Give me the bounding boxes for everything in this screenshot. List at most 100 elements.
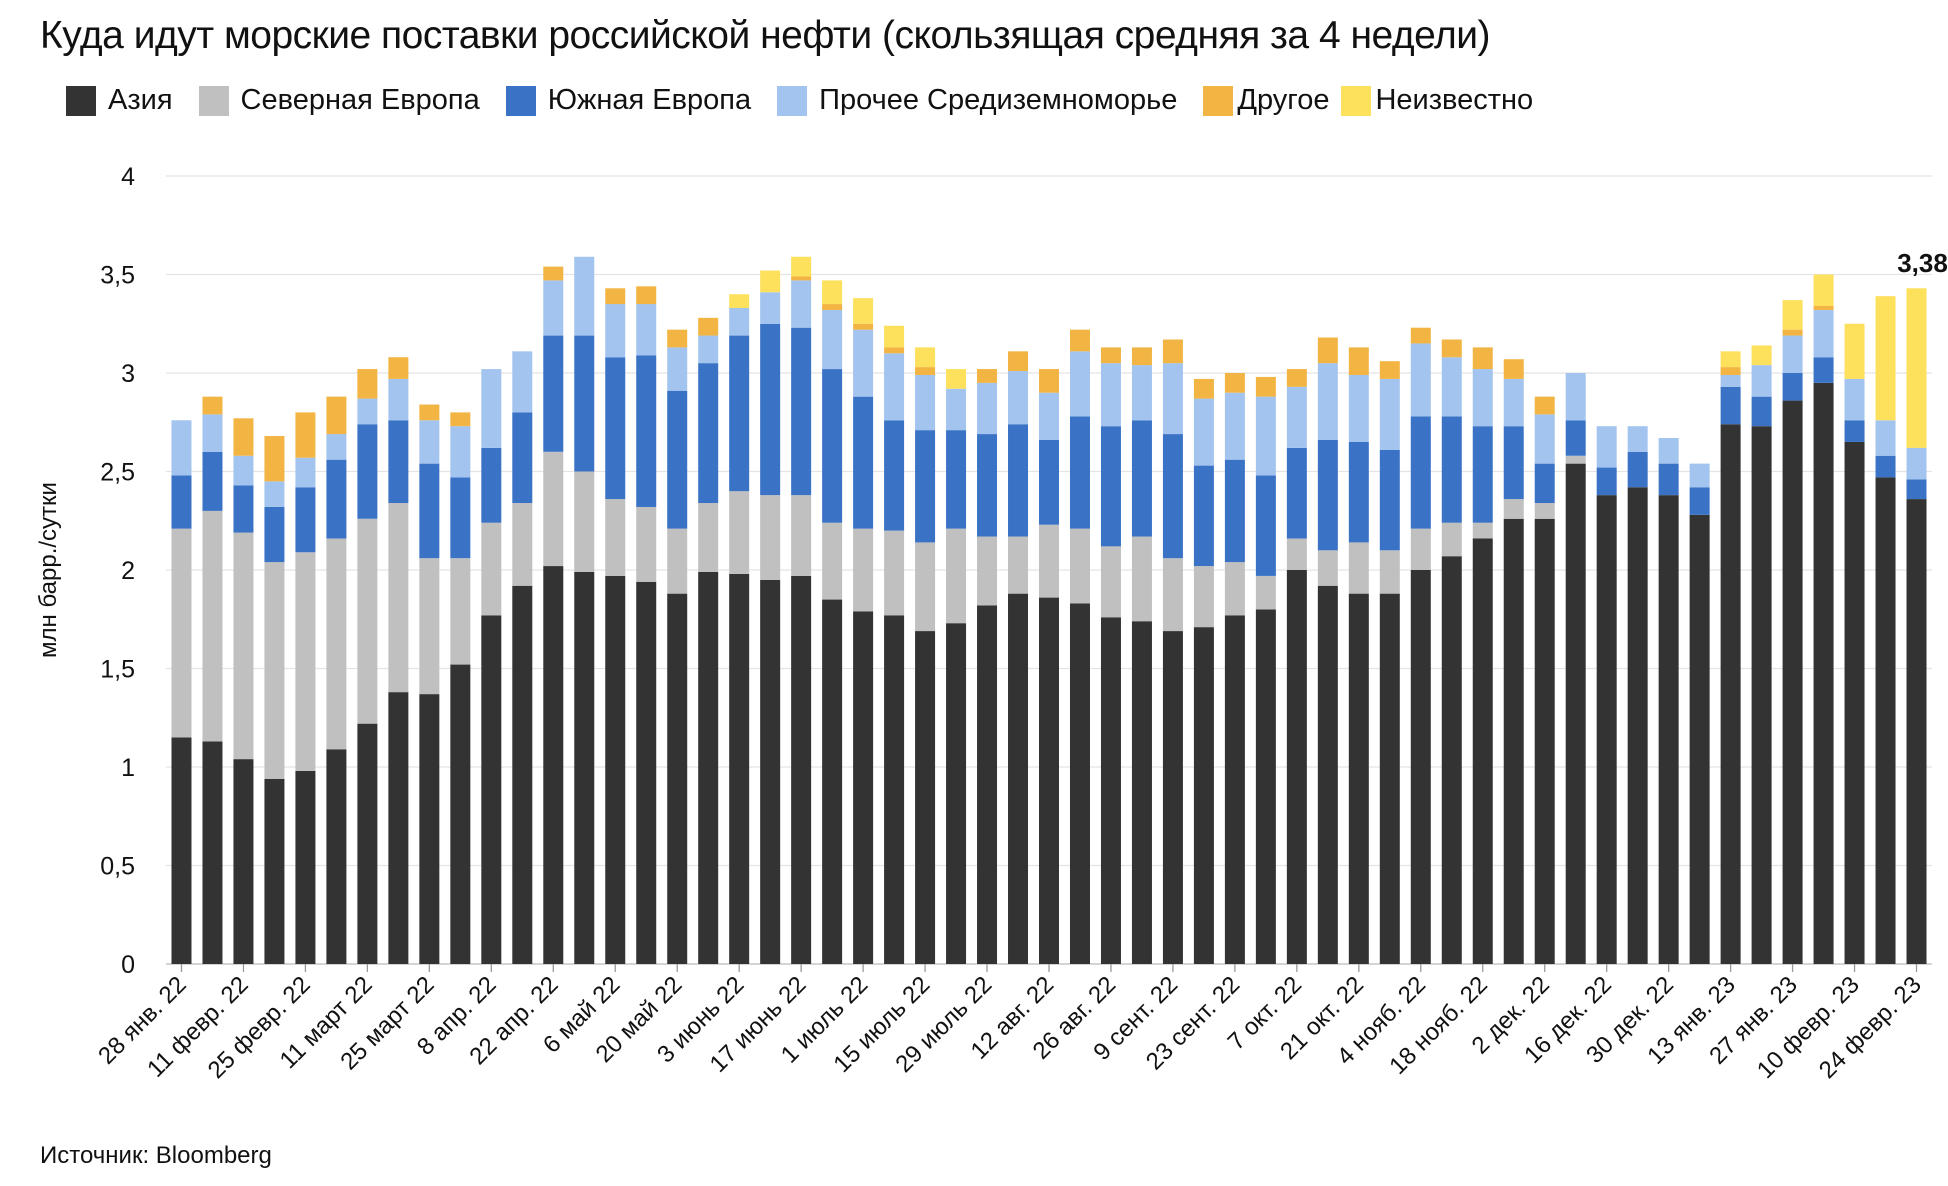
bar-segment-asia bbox=[636, 581, 657, 964]
bar-segment-other-med bbox=[1534, 414, 1555, 464]
bar-segment-other bbox=[1069, 329, 1090, 352]
bar-segment-other-med bbox=[1689, 463, 1710, 488]
legend-item-asia: Азия bbox=[66, 84, 173, 117]
bar-segment-north-europe bbox=[202, 510, 223, 742]
bar-segment-other-med bbox=[1658, 438, 1679, 464]
bar-segment-other-med bbox=[1875, 420, 1896, 456]
bar-segment-asia bbox=[357, 723, 378, 964]
bar-segment-north-europe bbox=[791, 495, 812, 576]
bar-segment-other bbox=[1534, 396, 1555, 415]
bar-segment-asia bbox=[1286, 570, 1307, 964]
bar-segment-south-europe bbox=[946, 430, 967, 529]
bar-segment-south-europe bbox=[1720, 386, 1741, 425]
bar-segment-north-europe bbox=[1565, 455, 1586, 464]
bar-segment-asia bbox=[1441, 556, 1462, 964]
bar-segment-south-europe bbox=[295, 487, 316, 553]
legend-label: Другое bbox=[1237, 84, 1330, 116]
bar-segment-asia bbox=[1565, 463, 1586, 964]
bar-segment-unknown bbox=[1875, 296, 1896, 421]
bar-segment-north-europe bbox=[1441, 522, 1462, 557]
bar-segment-other bbox=[202, 396, 223, 415]
bar-segment-asia bbox=[1596, 495, 1617, 964]
bar-segment-other bbox=[1008, 351, 1029, 372]
bar-segment-north-europe bbox=[419, 558, 440, 695]
bar-segment-south-europe bbox=[1782, 373, 1803, 401]
bar-segment-north-europe bbox=[264, 562, 285, 779]
bar-segment-south-europe bbox=[915, 430, 936, 543]
bar-segment-unknown bbox=[1844, 323, 1865, 379]
legend-item-unknown: Неизвестно bbox=[1341, 84, 1533, 117]
bar-segment-asia bbox=[1317, 585, 1338, 964]
bar-segment-asia bbox=[1751, 426, 1772, 964]
bar-segment-other-med bbox=[450, 426, 471, 478]
bar-segment-unknown bbox=[729, 294, 750, 308]
bar-segment-south-europe bbox=[171, 475, 192, 529]
bar-segment-south-europe bbox=[1039, 439, 1059, 525]
bar-segment-other-med bbox=[977, 382, 998, 435]
legend: Азия Северная Европа Южная Европа Прочее… bbox=[66, 84, 1533, 117]
bar-segment-north-europe bbox=[1534, 503, 1555, 519]
bar-segment-other-med bbox=[388, 378, 409, 421]
bar-segment-north-europe bbox=[481, 522, 502, 616]
bar-segment-asia bbox=[512, 585, 533, 964]
y-tick-label: 4 bbox=[121, 163, 135, 191]
y-tick-label: 3,5 bbox=[100, 262, 135, 290]
bar-segment-other-med bbox=[357, 398, 378, 425]
bar-segment-other-med bbox=[326, 434, 347, 460]
legend-swatch-asia bbox=[66, 85, 96, 116]
bar-segment-north-europe bbox=[326, 538, 347, 750]
bar-segment-other bbox=[233, 418, 254, 456]
bar-segment-north-europe bbox=[1379, 550, 1400, 594]
bar-segment-asia bbox=[1162, 631, 1183, 964]
bar-segment-other bbox=[1039, 369, 1059, 393]
bar-segment-south-europe bbox=[853, 396, 874, 529]
legend-label: Прочее Средиземноморье bbox=[819, 84, 1178, 116]
bar-segment-other bbox=[264, 436, 285, 482]
bar-segment-other bbox=[357, 369, 378, 399]
bar-segment-south-europe bbox=[419, 463, 440, 559]
bar-segment-south-europe bbox=[822, 369, 843, 523]
bar-segment-other bbox=[1472, 347, 1493, 370]
bar-segment-asia bbox=[1534, 518, 1555, 964]
legend-swatch-south-europe bbox=[505, 85, 536, 116]
bar-segment-other-med bbox=[1039, 392, 1059, 440]
bar-segment-other bbox=[853, 323, 874, 330]
bar-segment-other bbox=[1317, 337, 1338, 364]
bar-segment-asia bbox=[1224, 615, 1245, 964]
bar-segment-other-med bbox=[667, 347, 688, 391]
bar-segment-south-europe bbox=[791, 327, 812, 496]
bar-segment-asia bbox=[729, 573, 750, 964]
bar-segment-south-europe bbox=[1224, 459, 1245, 563]
bar-segment-north-europe bbox=[512, 503, 533, 586]
bar-segment-south-europe bbox=[1410, 416, 1431, 529]
bar-segment-north-europe bbox=[946, 528, 967, 624]
bar-segment-unknown bbox=[1720, 351, 1741, 368]
bar-segment-other bbox=[1348, 347, 1369, 375]
bar-segment-unknown bbox=[946, 369, 967, 389]
bar-segment-other-med bbox=[729, 307, 750, 336]
bar-segment-south-europe bbox=[1875, 455, 1896, 478]
bar-segment-other bbox=[915, 367, 936, 375]
bar-segment-other-med bbox=[1379, 378, 1400, 450]
bar-segment-other bbox=[1224, 373, 1245, 393]
bar-segment-north-europe bbox=[1348, 542, 1369, 594]
bar-segment-north-europe bbox=[1472, 522, 1493, 539]
bar-segment-other-med bbox=[512, 351, 533, 413]
bar-segment-other bbox=[388, 357, 409, 379]
bar-segment-asia bbox=[946, 623, 967, 964]
bar-segment-south-europe bbox=[1689, 487, 1710, 515]
legend-swatch-north-europe bbox=[198, 85, 229, 116]
legend-item-north-europe: Северная Европа bbox=[198, 84, 480, 117]
bar-segment-south-europe bbox=[1565, 420, 1586, 456]
bar-segment-north-europe bbox=[884, 530, 905, 616]
bar-segment-asia bbox=[1658, 495, 1679, 964]
bar-segment-other bbox=[636, 286, 657, 305]
bar-segment-other-med bbox=[1441, 357, 1462, 417]
bar-segment-south-europe bbox=[698, 363, 719, 504]
bar-segment-south-europe bbox=[605, 357, 626, 500]
bar-segment-north-europe bbox=[1193, 566, 1214, 628]
bar-segment-other-med bbox=[1503, 378, 1524, 427]
bar-segment-asia bbox=[1069, 603, 1090, 964]
bar-segment-north-europe bbox=[1503, 499, 1524, 519]
bar-segment-other-med bbox=[1813, 309, 1834, 358]
